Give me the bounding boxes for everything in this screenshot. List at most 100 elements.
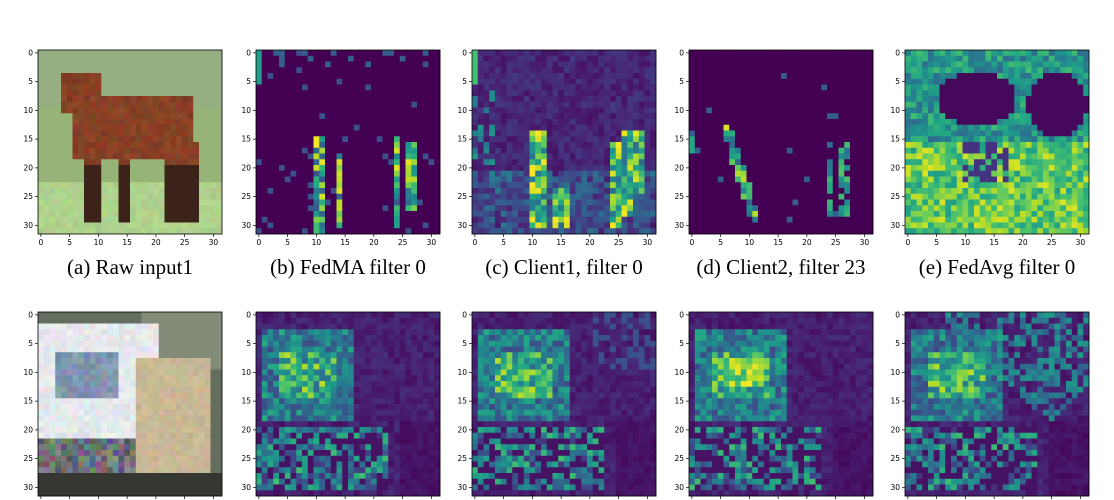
heatmap-cell (815, 90, 822, 97)
image-pixel (72, 182, 79, 189)
heatmap-cell (815, 188, 822, 195)
heatmap-cell (376, 101, 383, 108)
heatmap-cell (615, 130, 622, 137)
heatmap-cell (382, 147, 389, 154)
heatmap-cell (342, 176, 349, 183)
heatmap-cell (910, 130, 917, 137)
heatmap-cell (979, 50, 986, 57)
heatmap-cell (569, 124, 576, 131)
heatmap-cell (1008, 130, 1015, 137)
heatmap-cell (838, 147, 845, 154)
heatmap-cell (735, 222, 742, 229)
image-pixel (130, 159, 137, 166)
heatmap-cell (376, 176, 383, 183)
heatmap-cell (729, 67, 736, 74)
heatmap-cell (792, 90, 799, 97)
heatmap-cell (694, 142, 701, 149)
heatmap-cell (781, 107, 788, 114)
heatmap-cell (621, 136, 628, 143)
heatmap-cell (933, 55, 940, 62)
heatmap-cell (512, 90, 519, 97)
heatmap-cell (968, 107, 975, 114)
heatmap-cell (962, 176, 969, 183)
heatmap-cell (330, 165, 337, 172)
heatmap-cell (939, 50, 946, 57)
heatmap-cell (394, 228, 401, 235)
heatmap-cell (723, 78, 730, 85)
heatmap-cell (945, 107, 952, 114)
y-tick-label: 10 (457, 106, 467, 115)
heatmap-cell (371, 113, 378, 120)
heatmap-cell (621, 113, 628, 120)
heatmap-cell (1031, 61, 1038, 68)
heatmap-cell (405, 61, 412, 68)
heatmap-cell (506, 124, 513, 131)
image-pixel (72, 96, 79, 103)
heatmap-cell (928, 61, 935, 68)
heatmap-cell (928, 101, 935, 108)
heatmap-cell (740, 90, 747, 97)
image-pixel (176, 124, 183, 131)
image-pixel (78, 73, 85, 80)
image-pixel (153, 61, 160, 68)
image-pixel (61, 55, 68, 62)
image-pixel (153, 136, 160, 143)
heatmap-cell (712, 101, 719, 108)
heatmap-cell (905, 147, 912, 154)
heatmap-cell (1083, 61, 1090, 68)
heatmap-cell (581, 182, 588, 189)
image-pixel (130, 142, 137, 149)
heatmap-cell (821, 199, 828, 206)
heatmap-cell (855, 165, 862, 172)
heatmap-cell (979, 55, 986, 62)
heatmap-cell (399, 61, 406, 68)
image-pixel (95, 222, 102, 229)
heatmap-cell (564, 188, 571, 195)
heatmap-cell (307, 142, 314, 149)
heatmap-cell (1066, 73, 1073, 80)
heatmap-cell (307, 61, 314, 68)
heatmap-cell (598, 228, 605, 235)
image-pixel (193, 216, 200, 223)
heatmap-cell (256, 113, 263, 120)
heatmap-cell (417, 130, 424, 137)
heatmap-cell (552, 222, 559, 229)
image-pixel (89, 124, 96, 131)
image-pixel (78, 101, 85, 108)
heatmap-cell (394, 73, 401, 80)
heatmap-cell (827, 84, 834, 91)
heatmap-cell (1048, 113, 1055, 120)
heatmap-cell (472, 222, 479, 229)
image-pixel (89, 159, 96, 166)
heatmap-cell (621, 176, 628, 183)
heatmap-cell (1048, 73, 1055, 80)
heatmap-cell (633, 165, 640, 172)
heatmap-cell (945, 67, 952, 74)
heatmap-cell (832, 228, 839, 235)
heatmap-cell (500, 50, 507, 57)
heatmap-cell (529, 159, 536, 166)
image-pixel (124, 130, 131, 137)
heatmap-cell (769, 96, 776, 103)
heatmap-cell (1066, 96, 1073, 103)
heatmap-cell (786, 216, 793, 223)
heatmap-cell (575, 130, 582, 137)
heatmap-cell (411, 159, 418, 166)
image-pixel (158, 199, 165, 206)
heatmap-cell (962, 170, 969, 177)
heatmap-cell (781, 96, 788, 103)
heatmap-cell (627, 78, 634, 85)
heatmap-cell (844, 84, 851, 91)
heatmap-cell (273, 84, 280, 91)
heatmap-cell (735, 101, 742, 108)
image-pixel (66, 176, 73, 183)
heatmap-cell (910, 113, 917, 120)
image-pixel (124, 205, 131, 212)
heatmap-cell (712, 119, 719, 126)
heatmap-cell (273, 55, 280, 62)
heatmap-cell (284, 147, 291, 154)
image-pixel (107, 78, 114, 85)
heatmap-cell (1037, 90, 1044, 97)
heatmap-cell (815, 170, 822, 177)
image-pixel (84, 153, 91, 160)
